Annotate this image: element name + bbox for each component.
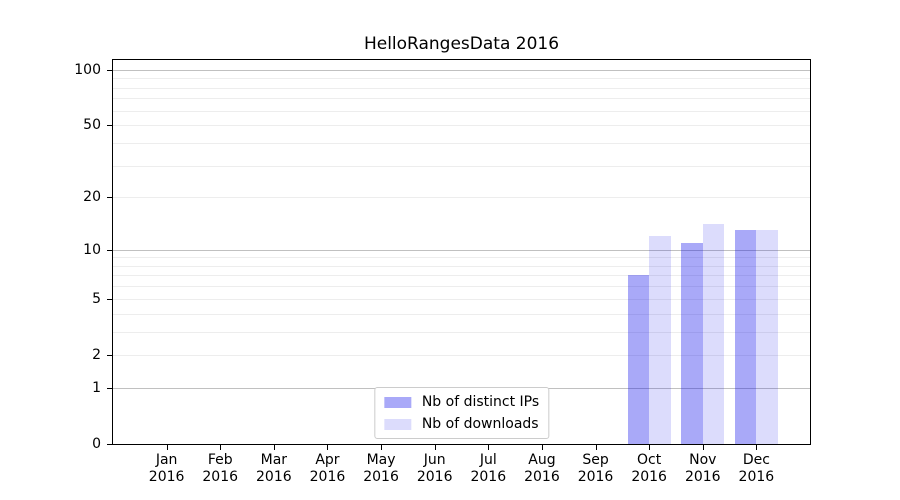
bar (756, 230, 778, 444)
chart-title: HelloRangesData 2016 (363, 34, 560, 54)
y-tick-mark (107, 354, 113, 356)
y-tick-label: 20 (83, 189, 101, 206)
x-tick-mark (326, 444, 328, 450)
major-gridline (113, 249, 810, 251)
y-tick-label: 1 (92, 379, 101, 396)
legend-label: Nb of distinct IPs (421, 394, 540, 410)
minor-gridline (113, 97, 810, 99)
minor-gridline (113, 331, 810, 333)
legend-label: Nb of downloads (421, 416, 539, 432)
y-tick-label: 0 (92, 436, 101, 452)
x-tick-label: Aug 2016 (524, 452, 560, 485)
major-gridline (113, 69, 810, 71)
minor-gridline (113, 196, 810, 198)
bar (681, 242, 703, 444)
y-tick-mark (107, 443, 113, 445)
x-tick-mark (595, 444, 597, 450)
legend-item: Nb of downloads (383, 416, 539, 432)
minor-gridline (113, 142, 810, 144)
bar (734, 230, 757, 444)
legend-item: Nb of distinct IPs (383, 394, 540, 410)
minor-gridline (113, 110, 810, 112)
x-tick-label: May 2016 (363, 452, 399, 485)
x-tick-mark (273, 444, 275, 450)
x-tick-label: Sep 2016 (577, 452, 614, 485)
legend-swatch (383, 396, 411, 408)
y-tick-label: 2 (92, 346, 101, 363)
minor-gridline (113, 87, 810, 89)
x-tick-label: Oct 2016 (631, 452, 667, 485)
y-tick-mark (107, 298, 113, 300)
y-tick-mark (107, 387, 113, 389)
x-tick-label: Apr 2016 (309, 452, 346, 485)
x-tick-mark (702, 444, 704, 450)
x-tick-label: Jan 2016 (148, 452, 185, 485)
x-tick-label: Nov 2016 (684, 452, 721, 485)
x-tick-mark (755, 444, 757, 450)
x-tick-mark (219, 444, 221, 450)
minor-gridline (113, 274, 810, 276)
bar (627, 275, 650, 444)
x-tick-mark (166, 444, 168, 450)
y-tick-label: 100 (74, 61, 101, 78)
minor-gridline (113, 354, 810, 356)
minor-gridline (113, 124, 810, 126)
minor-gridline (113, 256, 810, 258)
legend: Nb of distinct IPs Nb of downloads (373, 387, 550, 439)
y-tick-mark (107, 196, 113, 198)
x-tick-label: Mar 2016 (256, 452, 292, 485)
legend-swatch (383, 418, 411, 430)
y-tick-mark (107, 124, 113, 126)
y-tick-label: 50 (83, 117, 101, 134)
x-tick-label: Jul 2016 (470, 452, 507, 485)
bar (702, 224, 725, 444)
x-tick-mark (434, 444, 436, 450)
x-tick-label: Jun 2016 (416, 452, 453, 485)
x-tick-label: Feb 2016 (202, 452, 239, 485)
minor-gridline (113, 285, 810, 287)
minor-gridline (113, 77, 810, 79)
x-tick-mark (487, 444, 489, 450)
plot-area: Nb of distinct IPs Nb of downloads (112, 59, 811, 445)
x-tick-mark (380, 444, 382, 450)
x-tick-label: Dec 2016 (738, 452, 775, 485)
y-tick-label: 10 (83, 241, 101, 258)
y-tick-mark (107, 249, 113, 251)
x-tick-mark (541, 444, 543, 450)
minor-gridline (113, 313, 810, 315)
y-tick-label: 5 (92, 290, 101, 307)
minor-gridline (113, 265, 810, 267)
bar (649, 236, 671, 444)
y-tick-mark (107, 69, 113, 71)
minor-gridline (113, 165, 810, 167)
minor-gridline (113, 298, 810, 300)
x-tick-mark (648, 444, 650, 450)
